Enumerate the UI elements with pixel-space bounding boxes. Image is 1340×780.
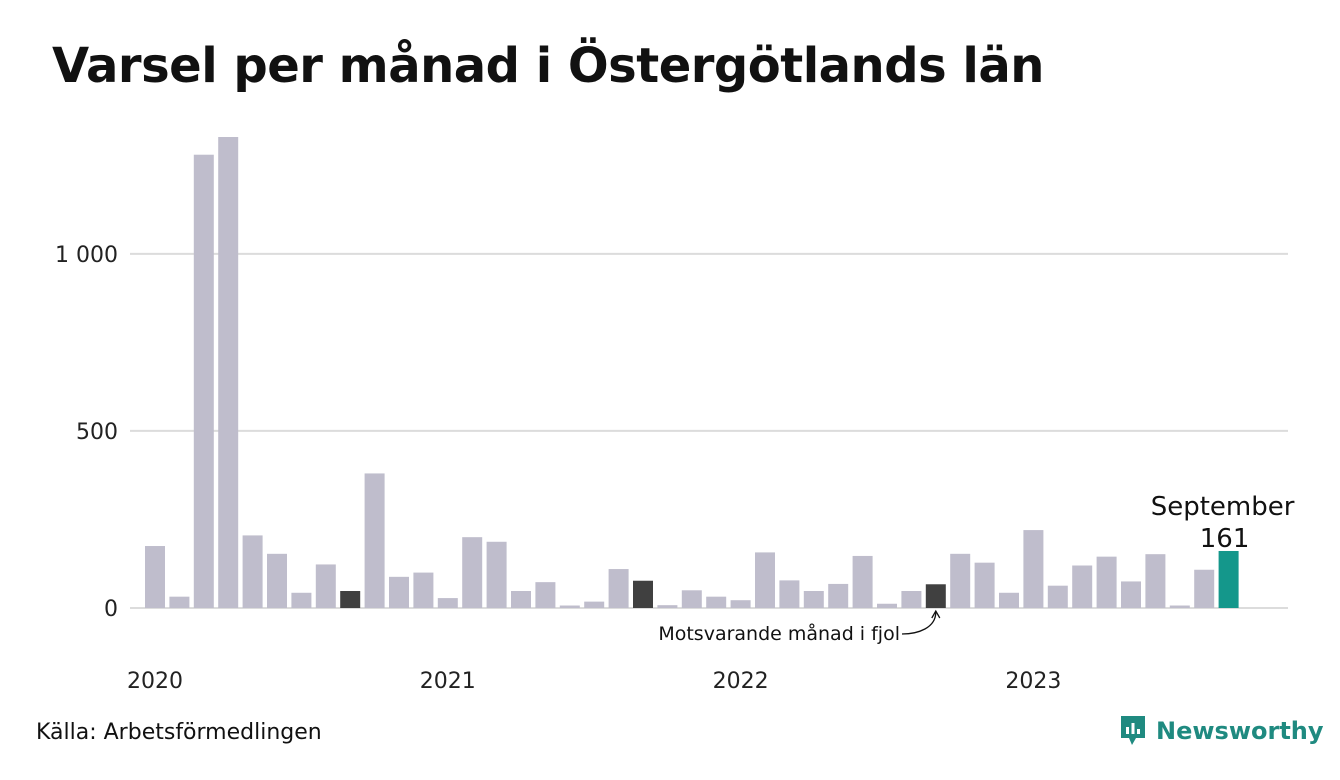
bar [364,473,385,608]
bar [1194,569,1215,608]
bar [755,552,775,608]
x-tick-label: 2023 [1005,669,1061,694]
bar [511,591,531,608]
x-tick-label: 2022 [713,669,769,694]
bar [1023,530,1044,608]
bar [730,600,751,608]
bar [1169,605,1190,608]
y-axis-labels: 0 500 1 000 [55,243,118,622]
newsworthy-logo-icon [1121,716,1145,745]
bar [315,564,336,608]
bar [584,601,605,608]
bars [145,137,1239,608]
brand-logo: Newsworthy [1118,714,1324,748]
brand-name: Newsworthy [1156,717,1324,745]
bar [267,553,287,608]
bar [145,546,165,608]
bar [974,562,995,608]
bar [950,553,971,608]
bar [681,590,702,608]
bar [633,580,653,608]
bar [657,605,678,608]
source-note: Källa: Arbetsförmedlingen [36,720,322,745]
bar [169,596,190,608]
bar [999,592,1019,608]
comparison-annotation: Motsvarande månad i fjol [658,622,900,645]
bar [340,591,361,608]
annotation-arrow [901,611,937,635]
bar [218,137,239,608]
y-tick-label: 1 000 [55,243,118,268]
bar [291,592,312,608]
bar [462,537,483,608]
bar [413,572,434,608]
bar [852,555,873,608]
annotation-arrowhead [931,609,941,619]
bar [1072,565,1093,608]
bar [389,576,409,608]
y-tick-label: 500 [76,420,118,445]
bar [925,584,946,608]
bar [877,603,897,608]
bar [706,596,727,608]
bar [1047,585,1068,608]
chart-title: Varsel per månad i Östergötlands län [52,38,1044,94]
bar [437,598,458,608]
bar [608,569,629,608]
x-axis-labels: 2020 2021 2022 2023 [127,669,1061,694]
bar [1096,556,1117,608]
bar [559,605,580,608]
highlight-month-label: September [1151,492,1295,522]
bar-highlight [1218,550,1239,608]
bar [901,591,922,608]
x-tick-label: 2021 [420,669,476,694]
bar [242,535,263,608]
bar [486,541,507,608]
bar [193,154,214,608]
bar [535,582,556,608]
bar [1145,554,1166,608]
bar [803,591,824,608]
bar [828,583,849,608]
highlight-value-label: 161 [1200,524,1250,554]
gridlines [130,252,1288,609]
x-tick-label: 2020 [127,669,183,694]
bar [779,580,800,608]
bar [1121,581,1141,608]
y-tick-label: 0 [104,597,118,622]
